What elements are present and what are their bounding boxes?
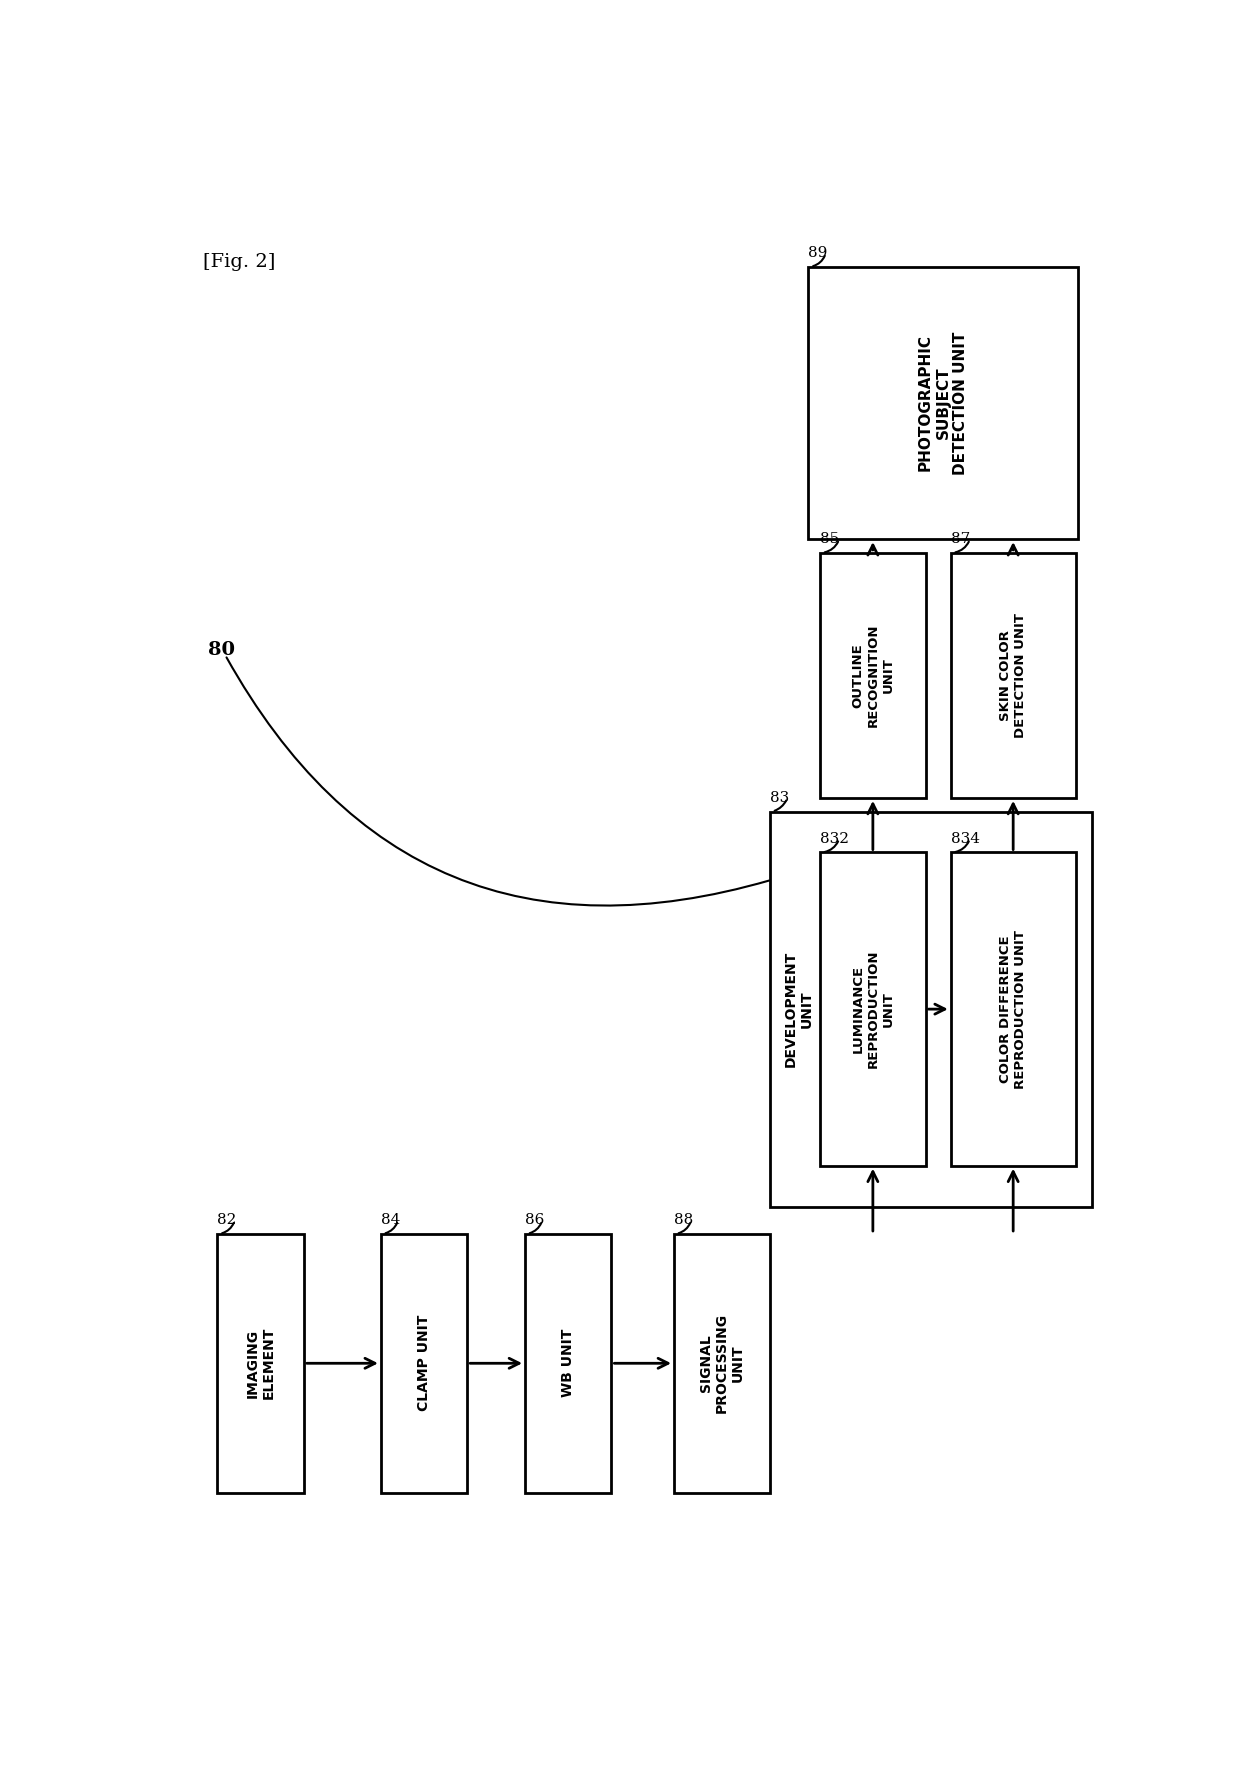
Bar — [770, 812, 1092, 1206]
Bar — [820, 853, 926, 1166]
Bar — [675, 1233, 770, 1493]
Text: CLAMP UNIT: CLAMP UNIT — [417, 1314, 432, 1412]
Text: 88: 88 — [675, 1214, 693, 1228]
Text: 89: 89 — [808, 246, 828, 260]
Text: DEVELOPMENT
UNIT: DEVELOPMENT UNIT — [784, 952, 813, 1067]
Text: LUMINANCE
REPRODUCTION
UNIT: LUMINANCE REPRODUCTION UNIT — [852, 950, 894, 1068]
Text: OUTLINE
RECOGNITION
UNIT: OUTLINE RECOGNITION UNIT — [852, 624, 894, 727]
Text: PHOTOGRAPHIC
SUBJECT
DETECTION UNIT: PHOTOGRAPHIC SUBJECT DETECTION UNIT — [918, 331, 968, 474]
Bar — [951, 552, 1075, 798]
Text: 832: 832 — [820, 831, 849, 846]
Text: 84: 84 — [381, 1214, 401, 1228]
Bar — [808, 267, 1078, 540]
Text: 82: 82 — [217, 1214, 237, 1228]
Text: 86: 86 — [525, 1214, 544, 1228]
Text: 85: 85 — [820, 532, 839, 547]
Text: 80: 80 — [208, 642, 234, 660]
Text: SKIN COLOR
DETECTION UNIT: SKIN COLOR DETECTION UNIT — [999, 612, 1027, 738]
Bar — [381, 1233, 467, 1493]
Bar — [951, 853, 1075, 1166]
Bar — [820, 552, 926, 798]
Text: 834: 834 — [951, 831, 980, 846]
Bar — [525, 1233, 611, 1493]
Text: COLOR DIFFERENCE
REPRODUCTION UNIT: COLOR DIFFERENCE REPRODUCTION UNIT — [999, 930, 1027, 1088]
Bar — [217, 1233, 304, 1493]
Text: [Fig. 2]: [Fig. 2] — [203, 253, 275, 271]
Text: 87: 87 — [951, 532, 970, 547]
Text: WB UNIT: WB UNIT — [562, 1329, 575, 1398]
Text: IMAGING
ELEMENT: IMAGING ELEMENT — [246, 1327, 275, 1399]
Text: SIGNAL
PROCESSING
UNIT: SIGNAL PROCESSING UNIT — [699, 1313, 745, 1413]
Text: 83: 83 — [770, 791, 790, 805]
